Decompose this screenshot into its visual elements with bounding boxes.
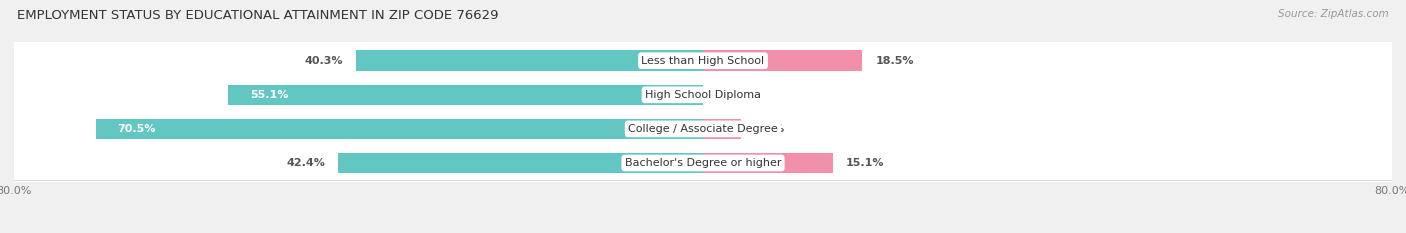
Legend: In Labor Force, Unemployed: In Labor Force, Unemployed xyxy=(603,230,803,233)
Text: Source: ZipAtlas.com: Source: ZipAtlas.com xyxy=(1278,9,1389,19)
Text: 0.0%: 0.0% xyxy=(716,90,747,100)
Text: College / Associate Degree: College / Associate Degree xyxy=(628,124,778,134)
FancyBboxPatch shape xyxy=(10,130,1396,196)
Bar xyxy=(703,153,832,173)
Bar xyxy=(337,153,703,173)
Text: 55.1%: 55.1% xyxy=(250,90,288,100)
Text: High School Diploma: High School Diploma xyxy=(645,90,761,100)
Text: 18.5%: 18.5% xyxy=(875,56,914,66)
Text: 15.1%: 15.1% xyxy=(846,158,884,168)
Text: 70.5%: 70.5% xyxy=(117,124,156,134)
Bar xyxy=(229,85,703,105)
Bar xyxy=(703,119,741,139)
FancyBboxPatch shape xyxy=(10,96,1396,162)
Bar xyxy=(703,51,862,71)
Text: 42.4%: 42.4% xyxy=(285,158,325,168)
Text: Less than High School: Less than High School xyxy=(641,56,765,66)
FancyBboxPatch shape xyxy=(10,27,1396,94)
Text: Bachelor's Degree or higher: Bachelor's Degree or higher xyxy=(624,158,782,168)
Bar xyxy=(356,51,703,71)
Text: 4.4%: 4.4% xyxy=(754,124,785,134)
FancyBboxPatch shape xyxy=(10,62,1396,128)
Text: 40.3%: 40.3% xyxy=(305,56,343,66)
Bar xyxy=(96,119,703,139)
Text: EMPLOYMENT STATUS BY EDUCATIONAL ATTAINMENT IN ZIP CODE 76629: EMPLOYMENT STATUS BY EDUCATIONAL ATTAINM… xyxy=(17,9,498,22)
